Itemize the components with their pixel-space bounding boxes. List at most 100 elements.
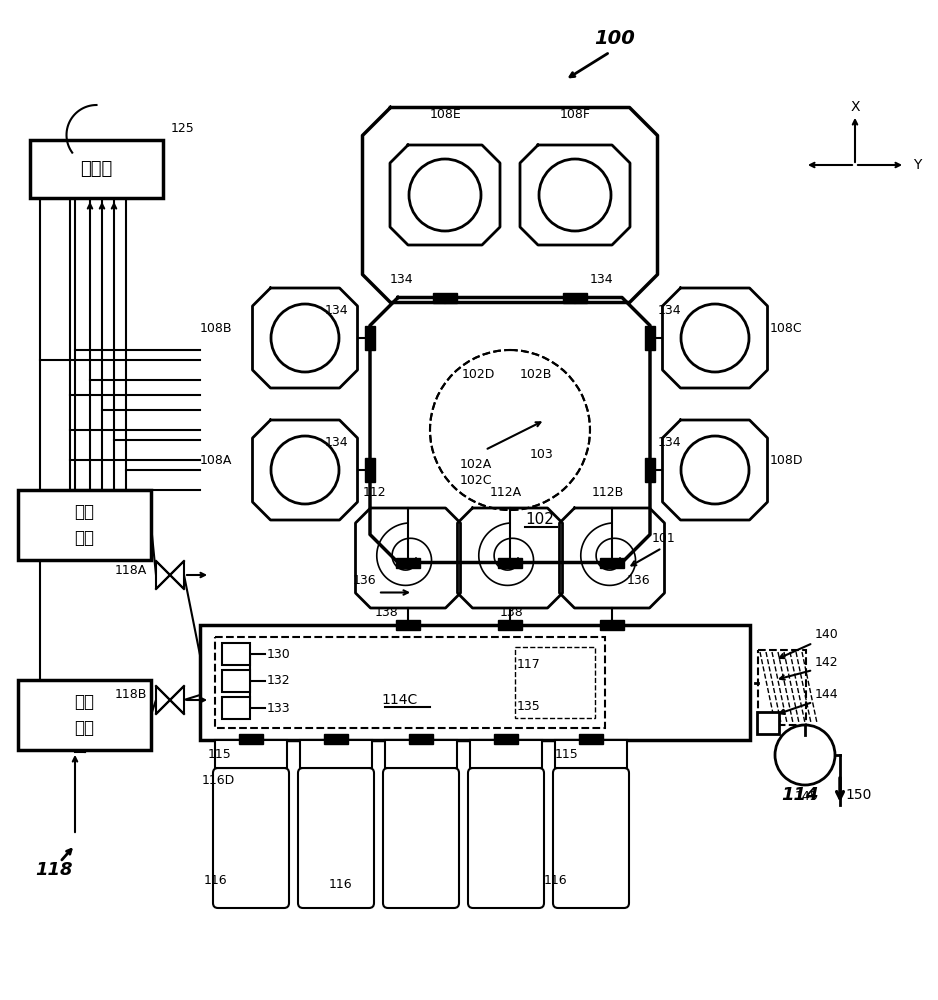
Text: 100: 100	[595, 28, 635, 47]
Polygon shape	[356, 508, 461, 608]
Bar	[409, 734, 433, 744]
Text: 108B: 108B	[200, 322, 233, 334]
Text: 136: 136	[627, 574, 651, 587]
FancyBboxPatch shape	[298, 768, 374, 908]
Text: 150: 150	[845, 788, 871, 802]
Bar	[222, 670, 250, 692]
Polygon shape	[170, 561, 184, 589]
Text: 102C: 102C	[460, 474, 492, 487]
Bar	[515, 647, 595, 718]
Bar	[600, 558, 624, 568]
Bar	[30, 140, 163, 198]
Circle shape	[775, 725, 835, 785]
Bar	[396, 558, 420, 568]
Bar	[494, 734, 518, 744]
Text: 118A: 118A	[115, 564, 147, 576]
Bar	[18, 680, 151, 750]
Text: 138: 138	[375, 606, 399, 619]
Text: 118: 118	[35, 861, 72, 879]
Polygon shape	[252, 288, 357, 388]
Text: 140: 140	[815, 629, 839, 642]
Bar	[324, 734, 348, 744]
Polygon shape	[662, 288, 767, 388]
Ellipse shape	[271, 304, 339, 372]
Text: 130: 130	[267, 648, 291, 660]
Bar	[239, 734, 263, 744]
Text: 102D: 102D	[462, 368, 495, 381]
Polygon shape	[458, 508, 563, 608]
Polygon shape	[520, 145, 630, 245]
Bar	[365, 458, 375, 482]
Text: 132: 132	[267, 674, 291, 688]
Text: 控制器: 控制器	[81, 160, 113, 178]
FancyBboxPatch shape	[553, 768, 629, 908]
Polygon shape	[662, 420, 767, 520]
Polygon shape	[390, 145, 500, 245]
Text: 125: 125	[171, 121, 195, 134]
Ellipse shape	[409, 159, 481, 231]
Text: 112B: 112B	[592, 487, 625, 499]
Polygon shape	[156, 561, 170, 589]
Polygon shape	[559, 508, 664, 608]
Ellipse shape	[271, 436, 339, 504]
Text: 118B: 118B	[115, 688, 147, 702]
Text: 134: 134	[658, 436, 682, 448]
Bar	[470, 740, 542, 768]
Text: 116D: 116D	[202, 774, 235, 786]
Text: 138: 138	[500, 606, 523, 619]
Text: 142: 142	[815, 656, 839, 670]
Bar	[222, 643, 250, 665]
Text: 108D: 108D	[770, 454, 804, 466]
Text: 116: 116	[328, 879, 352, 892]
Text: 116: 116	[543, 874, 567, 886]
FancyBboxPatch shape	[383, 768, 459, 908]
Polygon shape	[252, 420, 357, 520]
Bar	[555, 740, 627, 768]
Circle shape	[430, 350, 590, 510]
Bar	[600, 620, 624, 630]
Bar	[385, 740, 457, 768]
Text: 气源: 气源	[74, 529, 95, 547]
Text: 112A: 112A	[490, 487, 522, 499]
Bar	[396, 620, 420, 630]
Bar	[365, 326, 375, 350]
Text: 102A: 102A	[460, 458, 492, 472]
Text: 135: 135	[517, 700, 540, 712]
FancyBboxPatch shape	[468, 768, 544, 908]
Ellipse shape	[539, 159, 611, 231]
Text: 108E: 108E	[430, 108, 461, 121]
Bar	[645, 326, 655, 350]
Bar	[498, 620, 522, 630]
Bar	[222, 697, 250, 719]
Text: 102: 102	[525, 512, 553, 528]
Ellipse shape	[681, 304, 749, 372]
Text: 115: 115	[208, 748, 232, 762]
Text: 134: 134	[590, 273, 613, 286]
Text: 114C: 114C	[382, 693, 418, 707]
Bar	[433, 292, 457, 302]
Text: 116: 116	[204, 874, 227, 886]
Bar	[563, 292, 587, 302]
Bar	[757, 712, 779, 734]
Text: 101: 101	[652, 532, 675, 544]
Polygon shape	[170, 686, 184, 714]
Bar	[498, 558, 522, 568]
Text: 117: 117	[517, 658, 540, 672]
Text: 134: 134	[325, 304, 349, 316]
Text: 145: 145	[795, 790, 819, 804]
Bar	[215, 740, 287, 768]
Text: 112: 112	[363, 487, 386, 499]
Polygon shape	[156, 686, 170, 714]
Text: 134: 134	[325, 436, 349, 448]
Bar	[645, 458, 655, 482]
Text: Y: Y	[913, 158, 921, 172]
Text: 114: 114	[781, 786, 819, 804]
Text: 136: 136	[353, 574, 377, 587]
Text: 134: 134	[390, 273, 414, 286]
Text: 103: 103	[530, 448, 553, 462]
Text: 108F: 108F	[560, 108, 591, 121]
Text: 气源: 气源	[74, 719, 95, 737]
Text: 惰性: 惰性	[74, 503, 95, 521]
Bar	[300, 740, 372, 768]
Text: 空气: 空气	[74, 693, 95, 711]
